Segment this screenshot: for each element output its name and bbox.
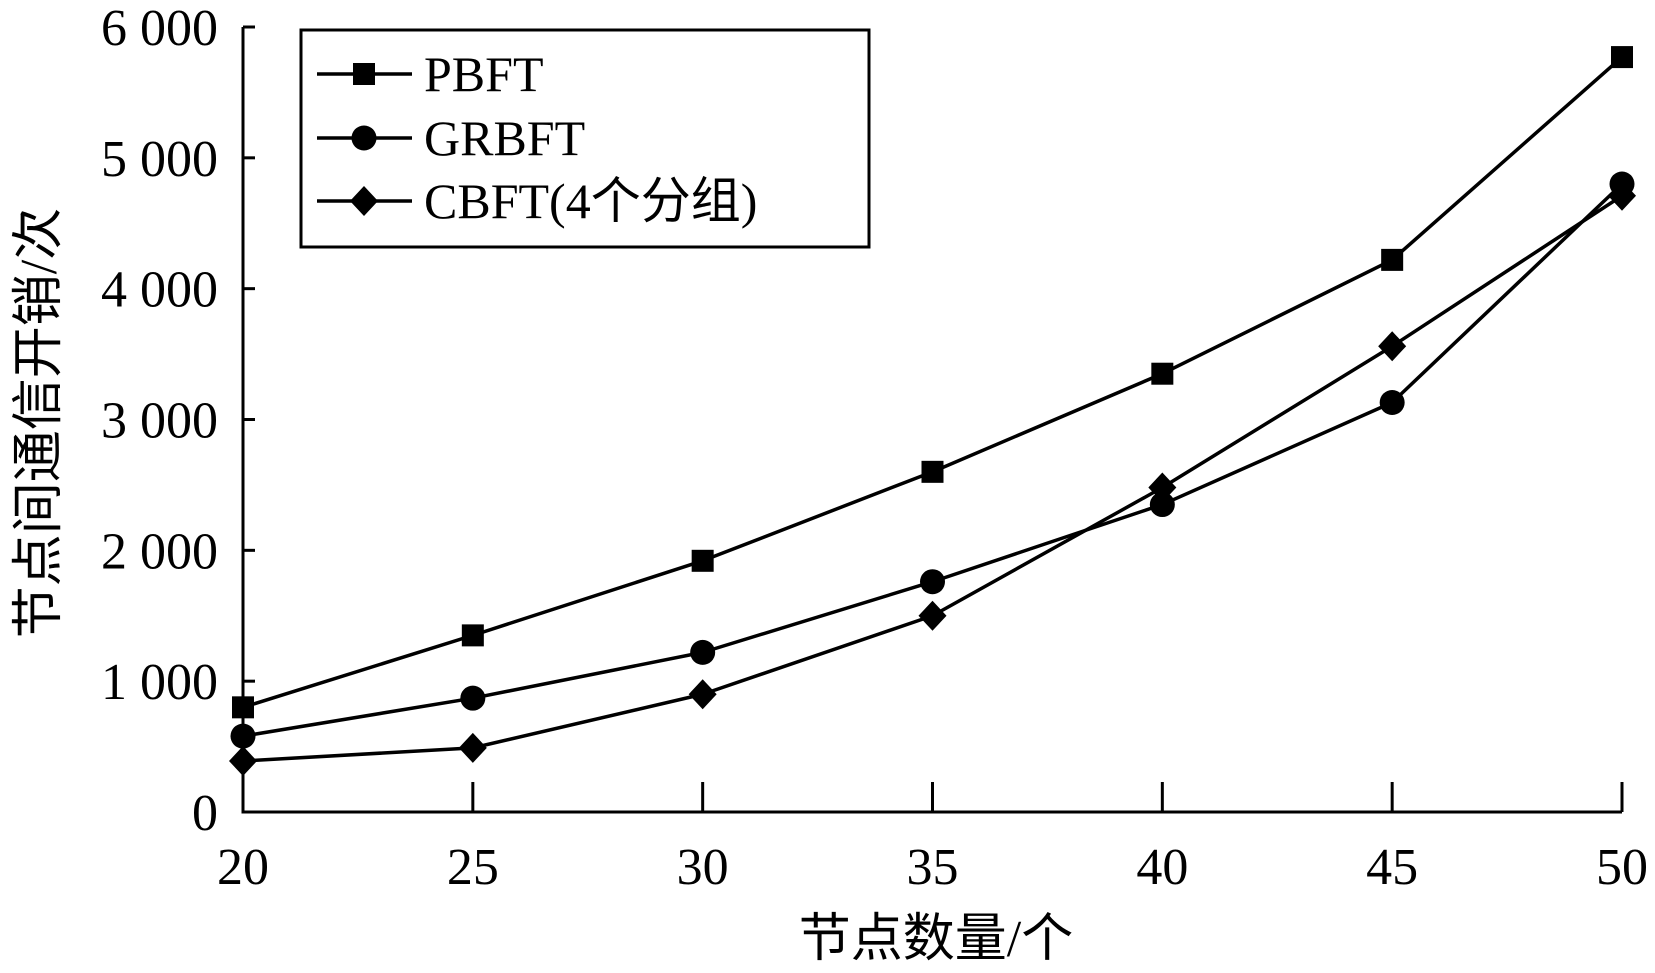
x-tick-label: 45 bbox=[1366, 839, 1418, 896]
legend-square-marker bbox=[353, 63, 375, 85]
data-point-square-0-2 bbox=[691, 549, 714, 572]
y-tick-label: 5 000 bbox=[101, 131, 218, 188]
y-tick-label: 0 bbox=[192, 785, 218, 842]
data-point-circle-1-5 bbox=[1379, 389, 1405, 415]
x-axis-title: 节点数量/个 bbox=[799, 911, 1073, 968]
data-point-diamond-2-3 bbox=[918, 600, 947, 631]
data-point-square-0-1 bbox=[461, 624, 484, 647]
y-tick-label: 6 000 bbox=[101, 0, 218, 57]
y-tick-label: 4 000 bbox=[101, 262, 218, 319]
x-tick-label: 30 bbox=[677, 839, 729, 896]
data-point-circle-1-1 bbox=[460, 685, 486, 711]
y-axis-title: 节点间通信开销/次 bbox=[11, 208, 68, 638]
legend-entry-pbft: PBFT bbox=[317, 46, 544, 102]
data-point-diamond-2-5 bbox=[1378, 331, 1407, 362]
data-point-square-0-4 bbox=[1151, 362, 1174, 385]
data-point-diamond-2-6 bbox=[1608, 180, 1636, 211]
data-point-square-0-6 bbox=[1611, 46, 1633, 69]
y-tick-label: 1 000 bbox=[101, 654, 218, 711]
legend: PBFT GRBFT CBFT(4个分组) bbox=[299, 28, 871, 249]
y-tick-label: 3 000 bbox=[101, 393, 218, 450]
legend-label: PBFT bbox=[424, 46, 544, 102]
legend-label: CBFT(4个分组) bbox=[424, 173, 757, 229]
data-point-circle-1-3 bbox=[920, 569, 945, 595]
data-point-square-0-5 bbox=[1381, 248, 1404, 271]
series-line-1 bbox=[242, 182, 1624, 738]
data-point-diamond-2-2 bbox=[688, 679, 717, 710]
legend-label: GRBFT bbox=[424, 110, 585, 166]
legend-entry-cbft: CBFT(4个分组) bbox=[317, 173, 757, 229]
y-tick-label: 2 000 bbox=[101, 523, 218, 580]
data-point-diamond-2-1 bbox=[458, 732, 487, 763]
x-tick-label: 40 bbox=[1136, 839, 1188, 896]
x-tick-label: 50 bbox=[1596, 839, 1648, 896]
series-layer bbox=[229, 46, 1636, 776]
x-tick-label: 35 bbox=[907, 839, 959, 896]
x-tick-label: 25 bbox=[447, 839, 499, 896]
x-tick-label: 20 bbox=[217, 839, 269, 896]
data-point-circle-1-4 bbox=[1149, 492, 1175, 518]
legend-entry-grbft: GRBFT bbox=[317, 110, 585, 166]
data-point-diamond-2-4 bbox=[1148, 472, 1177, 503]
axes-layer: 0 1 000 2 000 3 000 4 000 5 000 6 000 20 25 30 35 4… bbox=[101, 0, 1648, 896]
data-point-square-0-3 bbox=[921, 460, 944, 483]
legend-diamond-marker bbox=[350, 186, 378, 216]
legend-circle-marker bbox=[351, 125, 377, 151]
data-point-circle-1-2 bbox=[690, 639, 716, 665]
